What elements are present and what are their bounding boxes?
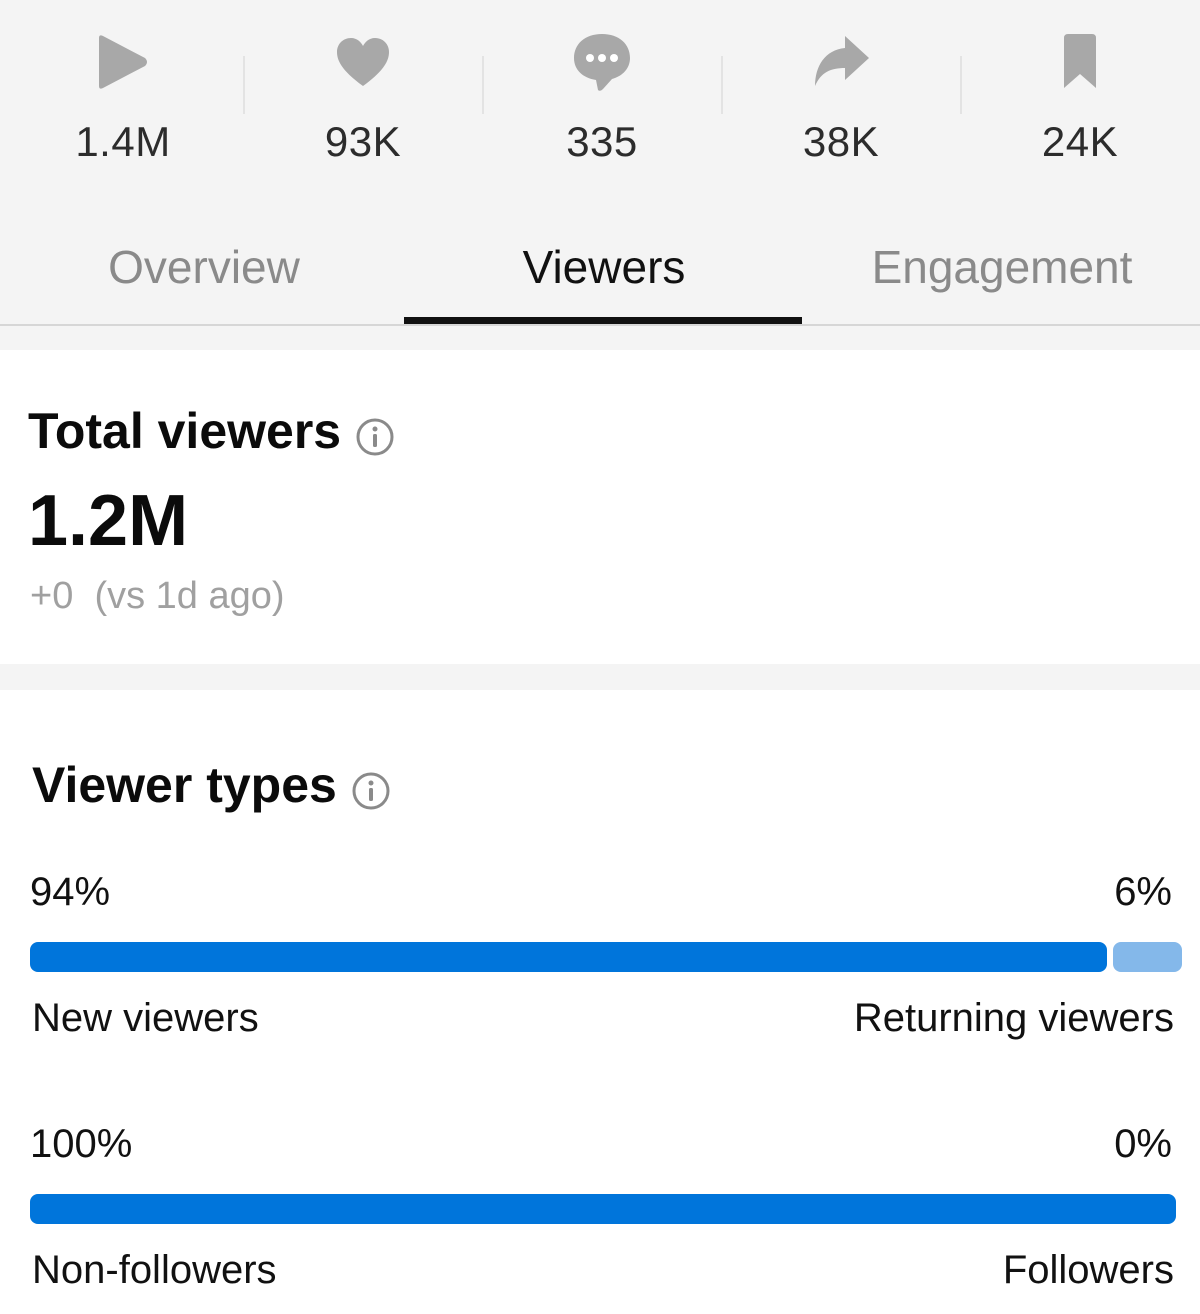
tab-viewers[interactable]: Viewers [522,241,686,293]
heart-icon [331,30,395,94]
followers-label: Followers [1002,1248,1174,1292]
returning-viewers-bar [1113,942,1182,972]
stat-value: 335 [566,118,638,165]
non-followers-label: Non-followers [32,1248,277,1292]
analytics-tabs: Overview Viewers Engagement [0,210,1200,326]
divider [482,56,484,114]
stat-likes: 93K [243,0,483,200]
followers-percent: 0% [1114,1122,1172,1166]
bookmark-icon [1048,30,1112,94]
stat-comments: 335 [482,0,722,200]
divider [960,56,962,114]
returning-viewers-label: Returning viewers [853,996,1174,1040]
stat-value: 1.4M [75,118,171,165]
delta-comparison: (vs 1d ago) [94,575,285,617]
play-icon [91,30,155,94]
tab-engagement[interactable]: Engagement [871,241,1133,293]
total-viewers-value: 1.2M [28,481,189,561]
info-icon[interactable] [351,765,391,810]
section-title: Total viewers [28,403,342,459]
non-followers-bar [30,1194,1176,1224]
delta-value: +0 [30,575,74,617]
viewer-types-card: Viewer types 94% 6% New viewers Returnin… [0,690,1200,1314]
tab-overview[interactable]: Overview [108,241,300,293]
total-viewers-card: Total viewers 1.2M +0 (vs 1d ago) [0,350,1200,664]
stat-shares: 38K [721,0,961,200]
active-tab-indicator [404,317,802,324]
new-viewers-label: New viewers [32,996,259,1040]
stat-views: 1.4M [3,0,243,200]
divider [721,56,723,114]
divider [243,56,245,114]
viewer-types-heading: Viewer types [32,756,391,814]
video-stats-row: 1.4M 93K 335 38K 24K [0,0,1200,200]
total-viewers-delta: +0 (vs 1d ago) [30,575,285,618]
stat-value: 24K [1041,118,1119,165]
total-viewers-heading: Total viewers [28,402,395,460]
section-title: Viewer types [32,757,337,813]
returning-viewers-percent: 6% [1114,870,1172,914]
non-followers-percent: 100% [30,1122,133,1166]
new-viewers-bar [30,942,1107,972]
stat-value: 93K [324,118,402,165]
share-icon [809,30,873,94]
comment-icon [570,30,634,94]
info-icon[interactable] [355,411,395,456]
stat-saves: 24K [960,0,1200,200]
stat-value: 38K [802,118,880,165]
new-viewers-percent: 94% [30,870,111,914]
